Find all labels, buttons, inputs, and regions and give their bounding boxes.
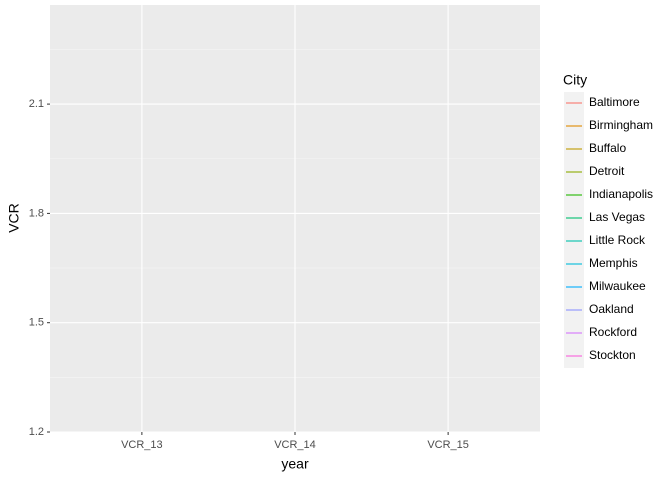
legend-label: Baltimore: [589, 95, 640, 109]
legend-label: Indianapolis: [589, 187, 653, 201]
legend-label: Las Vegas: [589, 210, 645, 224]
legend-label: Oakland: [589, 302, 634, 316]
legend-label: Milwaukee: [589, 279, 646, 293]
y-tick-label: 1.5: [29, 317, 44, 329]
legend-label: Rockford: [589, 325, 637, 339]
legend-label: Memphis: [589, 256, 638, 270]
legend-label: Stockton: [589, 348, 636, 362]
x-tick-label: VCR_14: [274, 439, 316, 451]
x-axis-title: year: [281, 456, 309, 472]
legend-label: Birmingham: [589, 118, 653, 132]
x-tick-label: VCR_15: [427, 439, 469, 451]
y-axis-title: VCR: [6, 203, 22, 233]
x-tick-label: VCR_13: [121, 439, 163, 451]
legend-label: Little Rock: [589, 233, 646, 247]
legend-label: Detroit: [589, 164, 625, 178]
y-tick-label: 2.1: [29, 98, 44, 110]
y-tick-label: 1.8: [29, 207, 44, 219]
legend-title: City: [563, 72, 587, 88]
legend-label: Buffalo: [589, 141, 626, 155]
y-tick-label: 1.2: [29, 426, 44, 438]
